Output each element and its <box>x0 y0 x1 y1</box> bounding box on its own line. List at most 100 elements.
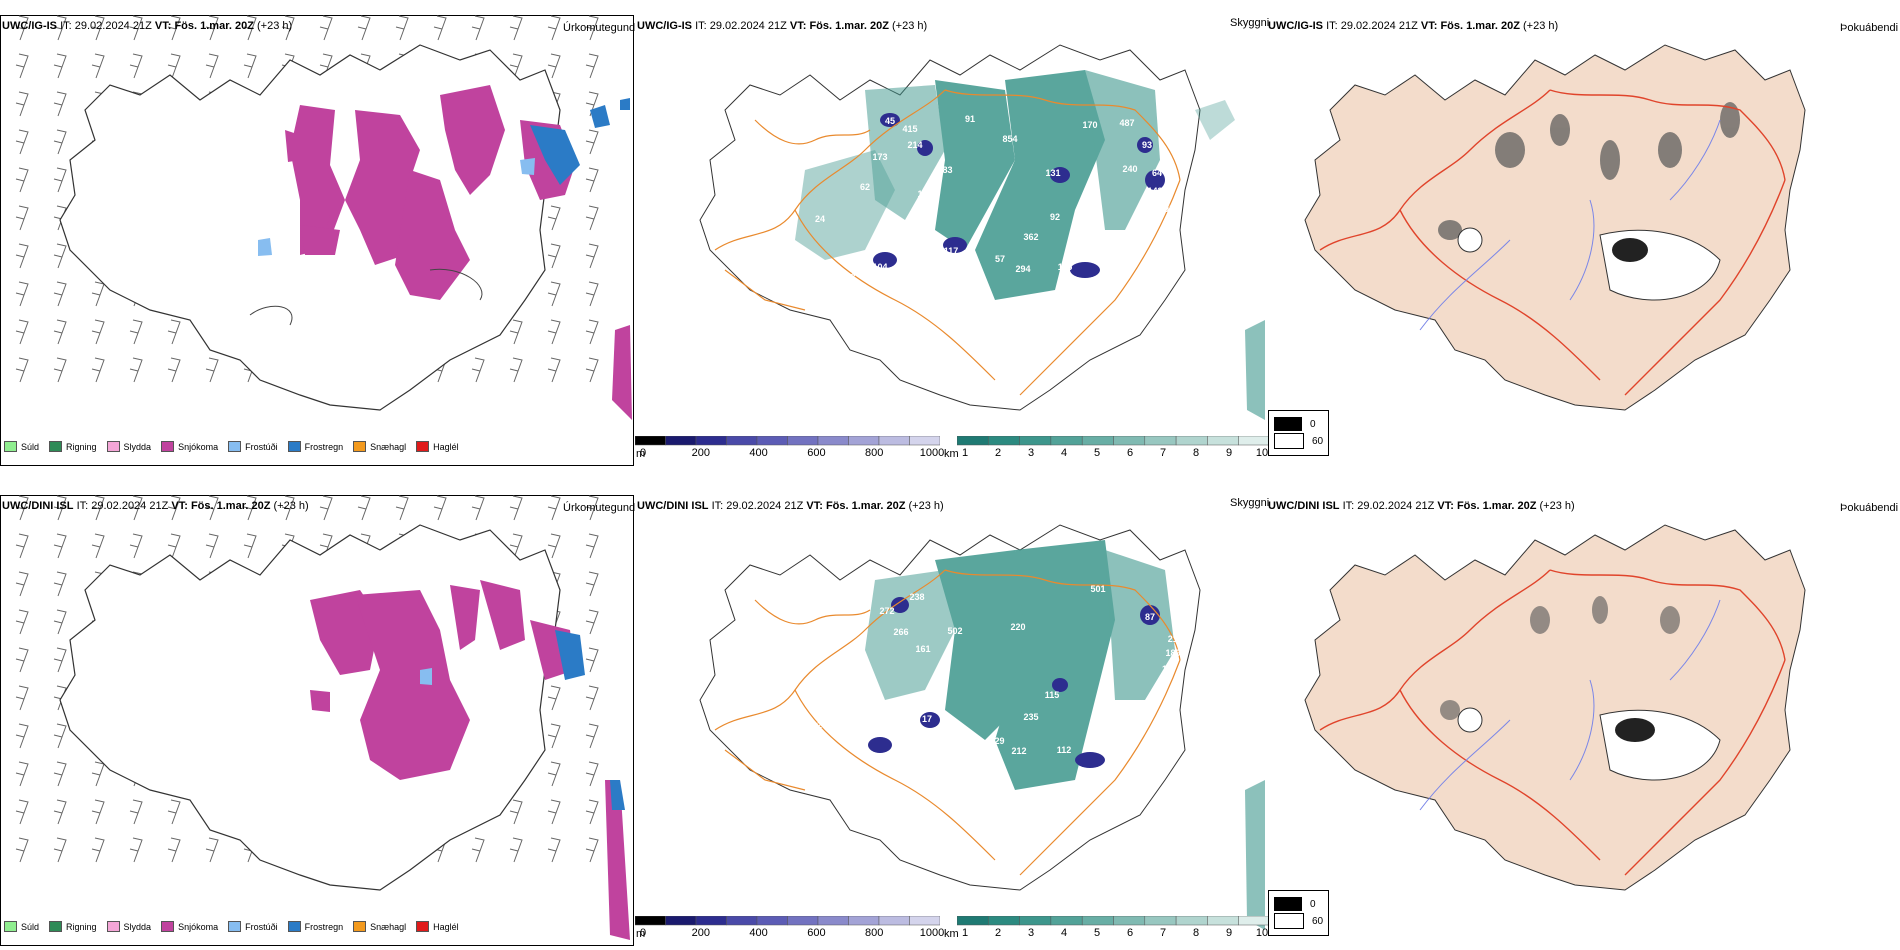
colorbar-tick-label: 1000 <box>919 447 945 459</box>
vis-label: 220 <box>1010 622 1025 632</box>
colorbar-tick-label: 1 <box>961 447 969 459</box>
model-name: UWC/DINI ISL <box>637 500 709 512</box>
wind-barb <box>15 571 29 597</box>
fog-legend-black-swatch <box>1274 897 1302 911</box>
colorbar-tick-label: 200 <box>691 927 710 939</box>
fog-legend-black-swatch <box>1274 417 1302 431</box>
fog-index-panel <box>1270 480 1900 950</box>
precip-legend-item: Súld <box>4 921 39 932</box>
wind-barb <box>129 495 143 521</box>
it-value: 29.02.2024 21Z <box>726 500 804 512</box>
wind-barb <box>129 357 143 383</box>
colorbar-swatch <box>848 916 880 926</box>
model-name: UWC/IG-IS <box>1268 20 1323 32</box>
wind-barb <box>91 281 105 307</box>
wind-barb <box>585 129 599 155</box>
precip-title-1: Úrkomutegund <box>563 22 636 34</box>
wind-barb <box>471 837 485 863</box>
lead-time: (+23 h) <box>892 20 928 32</box>
colorbar-tick-label: 600 <box>807 447 826 459</box>
wind-barb <box>205 357 219 383</box>
fog-areas <box>1440 596 1680 720</box>
legend-label: Frostregn <box>304 441 344 452</box>
legend-label: Súld <box>21 441 40 452</box>
wind-barb <box>471 15 485 41</box>
row-dini-isl: 238 272 266 502 220 501 87 211 189 10 16… <box>0 480 1900 950</box>
fog-areas <box>1438 102 1740 240</box>
lead-time: (+23 h) <box>1523 20 1559 32</box>
colorbar-swatch <box>756 916 788 926</box>
wind-barb <box>471 495 485 521</box>
vt-label: VT: <box>789 20 807 32</box>
precip-legend-item: Snæhagl <box>353 441 406 452</box>
it-label: IT: <box>76 500 89 512</box>
wind-barb <box>433 495 447 521</box>
legend-swatch <box>228 921 242 932</box>
wind-barb <box>129 837 143 863</box>
colorbar-swatch <box>635 916 666 926</box>
legend-swatch <box>161 921 175 932</box>
vis-label: 140 <box>1115 260 1130 270</box>
legend-label: Frostúði <box>245 921 278 932</box>
legend-label: Frostúði <box>245 441 278 452</box>
it-value: 29.02.2024 21Z <box>709 20 787 32</box>
colorbar-tick-label: 800 <box>865 927 884 939</box>
wind-barb <box>53 609 67 635</box>
it-value: 29.02.2024 21Z <box>74 20 152 32</box>
colorbar-swatch <box>1019 436 1052 446</box>
fog-map <box>1304 44 1806 411</box>
colorbar-tick-label: 1000 <box>919 927 945 939</box>
model-name: UWC/IG-IS <box>2 20 57 32</box>
wind-barb <box>585 495 599 521</box>
legend-label: Snjókoma <box>178 921 219 932</box>
wind-barb <box>395 15 409 41</box>
wind-barb <box>15 799 29 825</box>
it-value: 29.02.2024 21Z <box>1357 500 1435 512</box>
vis-title-1: Skyggni <box>1230 17 1270 29</box>
colorbar-tick-label: 5 <box>1093 447 1101 459</box>
legend-swatch <box>161 441 175 452</box>
wind-barb <box>15 243 29 269</box>
unit-km: km <box>944 448 959 460</box>
wind-barb <box>547 205 561 231</box>
it-label: IT: <box>1326 20 1338 32</box>
wind-barb <box>91 533 105 559</box>
legend-swatch <box>353 441 367 452</box>
colorbar-swatch <box>695 436 727 446</box>
precip-legend-item: Frostúði <box>228 921 278 932</box>
colorbar-tick-label: 2 <box>994 447 1002 459</box>
wind-barb <box>585 15 599 41</box>
wind-barb <box>129 53 143 79</box>
it-label: IT: <box>711 500 724 512</box>
colorbar-tick-label: 4 <box>1060 447 1068 459</box>
wind-barb <box>585 837 599 863</box>
vis-label: 272 <box>879 606 894 616</box>
precip-title-2: Úrkomutegund <box>563 502 636 514</box>
wind-barb <box>15 357 29 383</box>
wind-barb <box>547 319 561 345</box>
wind-barb <box>509 53 523 79</box>
legend-label: Súld <box>21 921 40 932</box>
wind-barb <box>585 723 599 749</box>
wind-barb <box>91 495 105 521</box>
low-visibility-spots <box>873 113 1165 278</box>
colorbar-swatch <box>1113 916 1146 926</box>
legend-label: Haglél <box>433 921 459 932</box>
freezing-rain-areas <box>530 98 630 185</box>
legend-swatch <box>49 441 63 452</box>
colorbar-swatch <box>848 436 880 446</box>
wind-barb <box>585 319 599 345</box>
vis-label: 62 <box>860 182 870 192</box>
freezing-rain-areas <box>555 630 625 810</box>
wind-barb <box>281 15 295 41</box>
wind-barb <box>91 15 105 41</box>
colorbar-tick-label: 200 <box>691 447 710 459</box>
precip-legend-item: Rigning <box>49 441 97 452</box>
wind-barb <box>53 319 67 345</box>
colorbar-tick-label: 1 <box>961 927 969 939</box>
colorbar-swatch <box>756 436 788 446</box>
colorbar-swatch <box>878 916 910 926</box>
colorbar-swatch <box>1081 916 1114 926</box>
precip-legend: Súld Rigning Slydda Snjókoma Frostúði Frostre… <box>4 441 459 452</box>
vis-label: 501 <box>1090 584 1105 594</box>
